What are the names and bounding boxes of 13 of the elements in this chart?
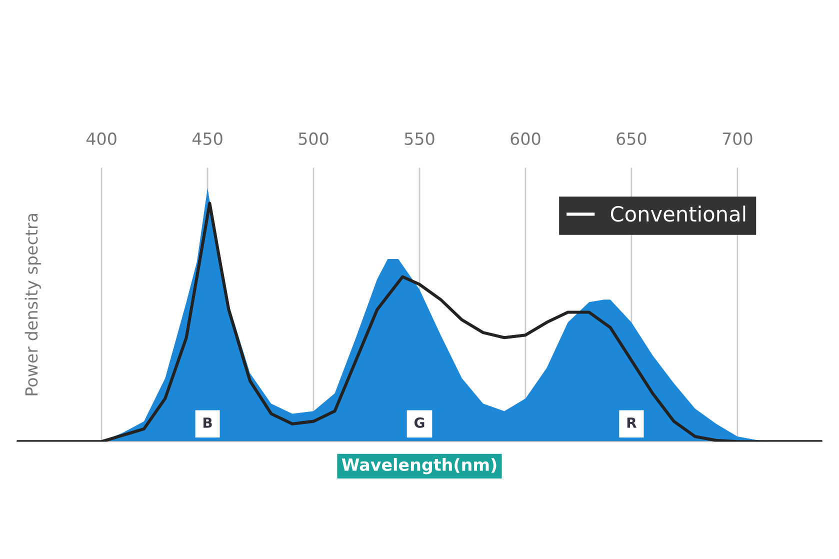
x-axis-title: Wavelength(nm) [342, 458, 496, 474]
x-tick-label: 700 [722, 132, 752, 146]
annotation: G [414, 417, 424, 428]
x-tick-label: 500 [298, 132, 328, 146]
x-tick-label: 550 [404, 132, 434, 146]
x-tick-label: 600 [510, 132, 540, 146]
x-tick-label: 650 [616, 132, 646, 146]
text: Conventional [610, 206, 746, 222]
x-tick-label: 400 [86, 132, 116, 146]
annotation: B [204, 418, 212, 428]
annotation: R [627, 418, 637, 428]
x-tick-label: 450 [192, 132, 222, 146]
y-axis-title: Power density spectra [24, 214, 41, 396]
